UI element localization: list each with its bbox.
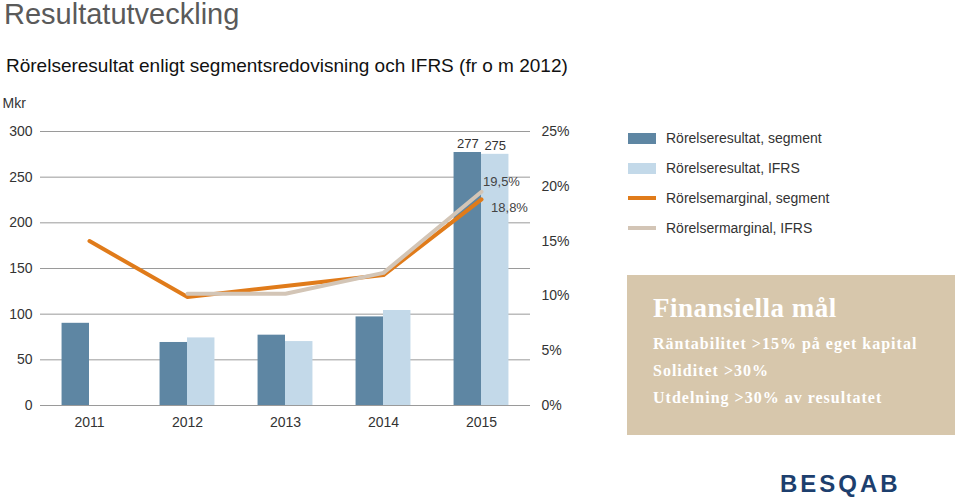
svg-text:2012: 2012: [172, 414, 203, 430]
svg-text:18,8%: 18,8%: [491, 200, 528, 215]
svg-text:10%: 10%: [542, 287, 570, 303]
svg-text:2015: 2015: [466, 414, 497, 430]
html-text:Rörelseresultat, segment: Rörelseresultat, segment: [666, 130, 822, 146]
svg-text:300: 300: [9, 123, 33, 139]
html-text:Rörelseresultat, IFRS: Rörelseresultat, IFRS: [666, 160, 800, 176]
svg-text:Mkr: Mkr: [3, 95, 27, 111]
svg-text:25%: 25%: [542, 123, 570, 139]
html-text:BESQAB: BESQAB: [780, 470, 901, 497]
svg-text:2014: 2014: [368, 414, 399, 430]
svg-text:20%: 20%: [542, 178, 570, 194]
svg-text:0: 0: [25, 397, 33, 413]
svg-text:150: 150: [9, 260, 33, 276]
svg-text:5%: 5%: [542, 342, 562, 358]
svg-text:100: 100: [9, 306, 33, 322]
svg-text:15%: 15%: [542, 233, 570, 249]
svg-text:0%: 0%: [542, 397, 562, 413]
html-text:Finansiella mål: Finansiella mål: [653, 293, 837, 323]
svg-text:2013: 2013: [270, 414, 301, 430]
html-text:Rörelseresultat enligt segment: Rörelseresultat enligt segmentsredovisni…: [6, 55, 568, 76]
svg-text:275: 275: [484, 137, 506, 152]
html-text:Utdelning >30% av resultatet: Utdelning >30% av resultatet: [653, 389, 883, 406]
html-text:Rörelsemarginal, segment: Rörelsemarginal, segment: [666, 190, 830, 206]
svg-text:2011: 2011: [74, 414, 104, 430]
html-text:Rörelsermarginal, IFRS: Rörelsermarginal, IFRS: [666, 220, 813, 236]
svg-text:250: 250: [9, 169, 33, 185]
svg-text:200: 200: [9, 214, 33, 230]
svg-text:277: 277: [457, 136, 479, 151]
svg-text:50: 50: [17, 351, 33, 367]
html-text:Soliditet >30%: Soliditet >30%: [653, 362, 769, 379]
svg-text:19,5%: 19,5%: [483, 174, 520, 189]
html-text:Räntabilitet >15% på eget kapi: Räntabilitet >15% på eget kapital: [653, 335, 918, 352]
